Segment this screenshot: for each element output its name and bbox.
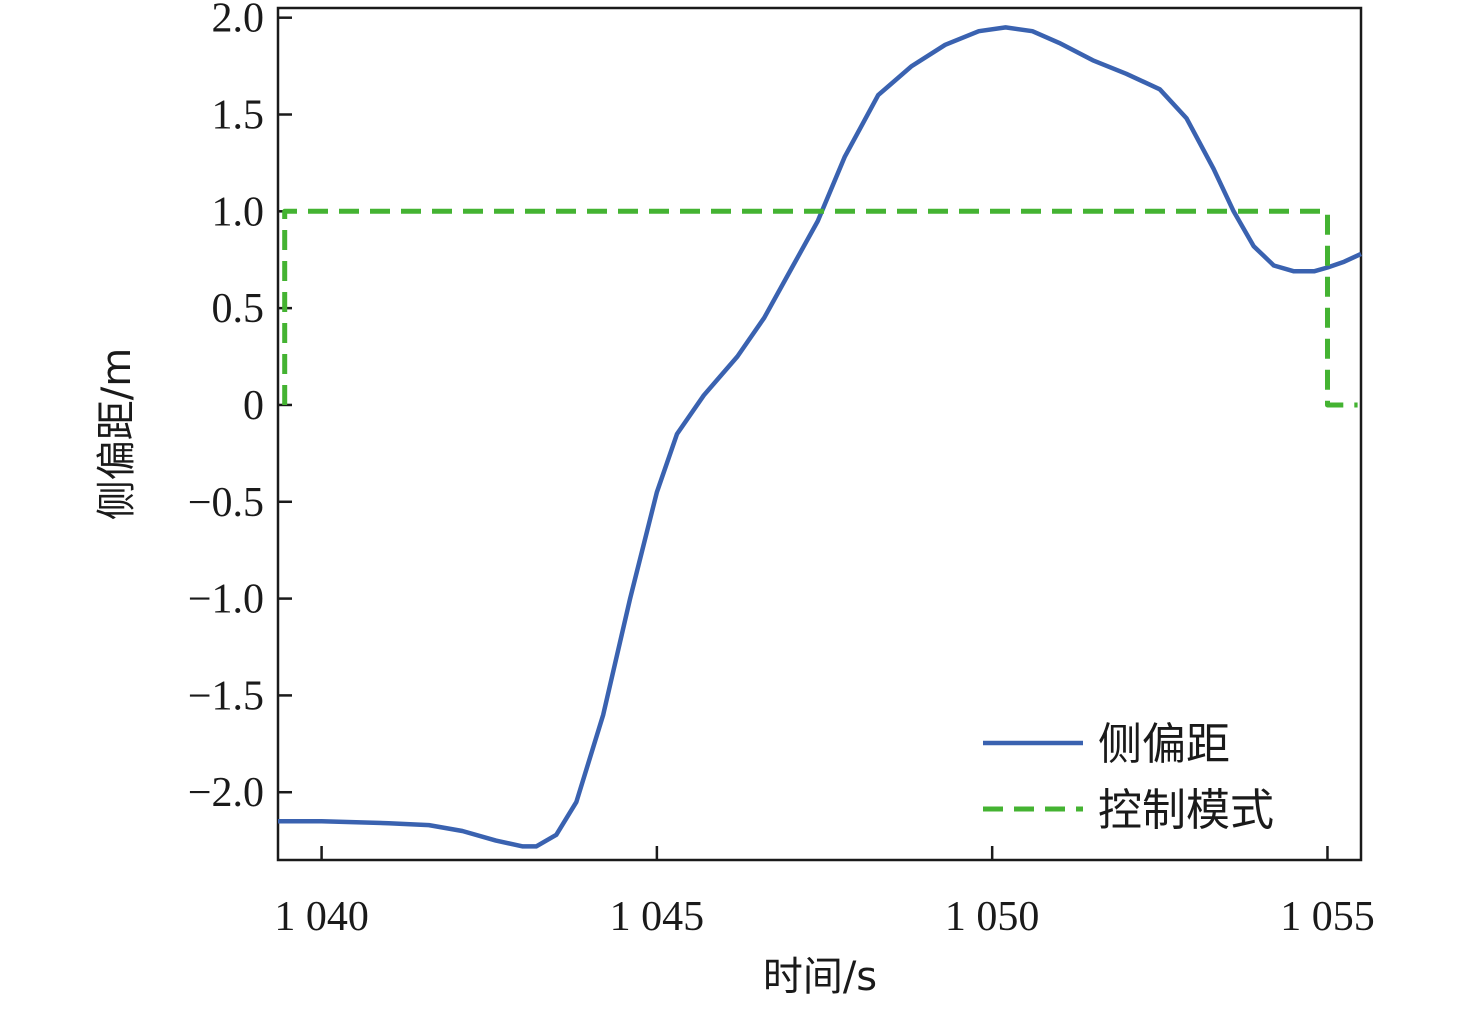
x-tick-label: 1 040 — [274, 894, 369, 940]
series-line-1 — [278, 25, 1362, 849]
y-axis-label: 侧偏距/m — [94, 348, 140, 520]
series-line-2 — [282, 208, 1358, 408]
x-axis: 1 040 1 045 1 050 1 055 — [274, 846, 1375, 940]
y-tick-label: −2.0 — [188, 770, 264, 816]
x-axis-label: 时间/s — [763, 954, 877, 1000]
y-tick-label: −0.5 — [188, 480, 264, 526]
legend-label-2: 控制模式 — [1098, 785, 1274, 836]
legend-label-1: 侧偏距 — [1098, 719, 1230, 770]
x-tick-label: 1 050 — [945, 894, 1040, 940]
y-tick-label: 0 — [243, 383, 264, 429]
y-axis: 2.0 1.5 1.0 0.5 0 −0.5 −1.0 −1.5 −2.0 — [188, 0, 292, 816]
y-tick-label: 2.0 — [212, 0, 265, 42]
plot-frame — [276, 6, 1363, 862]
y-tick-label: 0.5 — [212, 286, 265, 332]
plot-area — [278, 25, 1362, 849]
y-tick-label: 1.5 — [212, 93, 265, 139]
x-tick-label: 1 045 — [610, 894, 705, 940]
y-tick-label: 1.0 — [212, 189, 265, 235]
y-tick-label: −1.5 — [188, 673, 264, 719]
y-tick-label: −1.0 — [188, 577, 264, 623]
x-tick-label: 1 055 — [1280, 894, 1375, 940]
